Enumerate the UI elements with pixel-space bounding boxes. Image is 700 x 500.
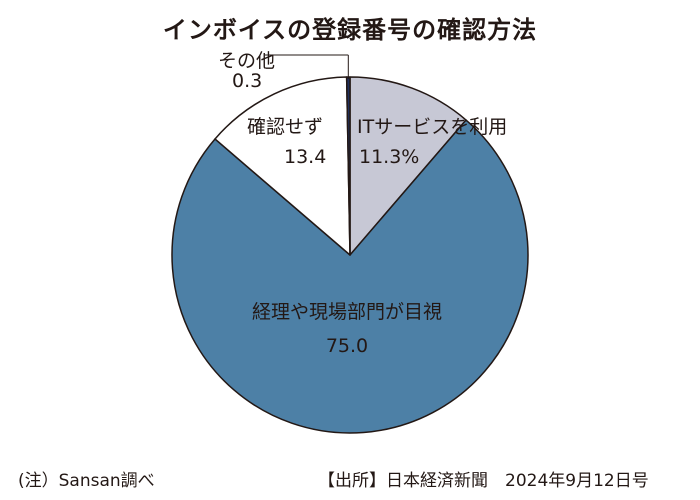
footnote: (注）Sansan調べ	[18, 471, 155, 491]
source-credit: 【出所】日本経済新聞 2024年9月12日号	[318, 471, 649, 491]
slice-value-it-service: 11.3%	[359, 146, 419, 168]
pie-slice-unchecked	[214, 76, 351, 256]
slice-label-it-service: ITサービスを利用	[357, 116, 507, 138]
slice-value-visual: 75.0	[326, 335, 368, 357]
slice-value-unchecked: 13.4	[284, 146, 326, 168]
slice-label-unchecked: 確認せず	[247, 116, 323, 138]
pie-slice-it-service	[349, 76, 467, 256]
slice-label-other: その他	[218, 50, 275, 72]
slice-label-visual: 経理や現場部門が目視	[252, 301, 442, 323]
slice-value-other: 0.3	[232, 70, 262, 92]
pie-slice-visual	[171, 119, 529, 434]
pie-slices	[171, 76, 529, 434]
chart-title: インボイスの登録番号の確認方法	[162, 16, 538, 44]
pie-chart: その他 0.3 確認せず 13.4 ITサービスを利用 11.3% 経理や現場部…	[171, 50, 529, 434]
